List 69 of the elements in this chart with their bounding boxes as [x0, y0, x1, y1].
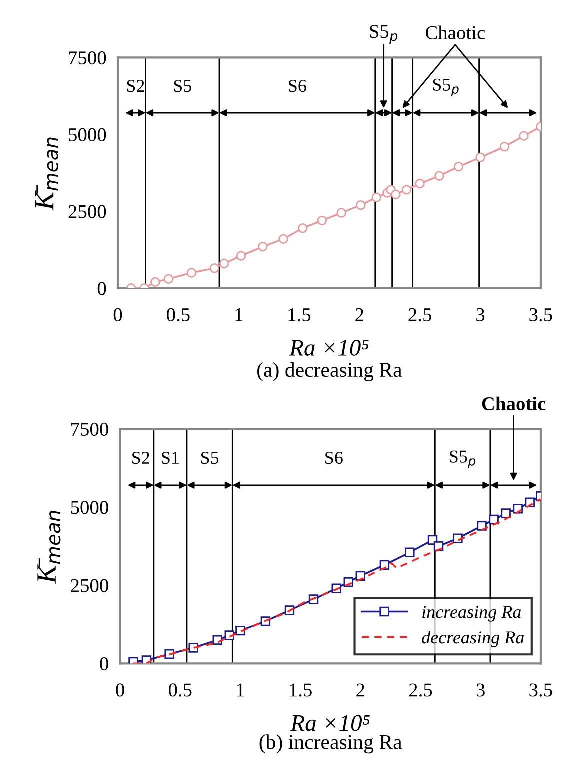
text: (b) increasing Ra — [260, 734, 402, 754]
text: (a) decreasing Ra — [257, 362, 402, 382]
annotation: S6 — [326, 452, 343, 464]
point — [476, 152, 486, 163]
y-tick-label: 7500 — [69, 51, 106, 65]
annotation: S2 — [127, 80, 144, 92]
point — [164, 274, 174, 284]
point — [236, 626, 246, 636]
x-tick-label: 1 — [236, 308, 243, 322]
point — [415, 178, 425, 189]
annotation: S5 — [174, 80, 192, 92]
point — [434, 171, 444, 181]
point — [236, 251, 246, 261]
point — [489, 514, 499, 525]
point — [372, 192, 382, 202]
y-tick-label: 2500 — [68, 205, 106, 218]
x-tick-label: 2.5 — [409, 684, 432, 697]
point — [405, 548, 415, 558]
point — [454, 162, 464, 172]
point — [258, 242, 268, 252]
point — [278, 234, 288, 244]
point — [519, 131, 529, 141]
point — [336, 208, 346, 218]
annotation: S2 — [132, 452, 150, 464]
x-tick-label: 0.5 — [168, 684, 192, 697]
x-tick-label: 3.5 — [530, 308, 552, 322]
point — [150, 277, 160, 288]
x-tick-label: 3 — [476, 308, 485, 322]
annotation: S6 — [289, 80, 306, 92]
y-axis-title: K̄$_{mean}$ — [35, 138, 58, 211]
x-tick-label: 2 — [356, 684, 364, 697]
x-tick-label: 3 — [476, 684, 485, 697]
x-tick-label: 2 — [356, 308, 364, 322]
y-tick-label: 0 — [100, 657, 108, 671]
y-axis-title: K̄$_{mean}$ — [38, 511, 61, 584]
point — [391, 190, 401, 200]
x-tick-label: 3.5 — [530, 684, 552, 697]
text: Chaotic — [482, 396, 546, 411]
legend-label: increasing Ra — [422, 606, 521, 622]
y-tick-label: 7500 — [72, 422, 108, 436]
point — [356, 200, 366, 210]
x-tick-label: 1 — [237, 684, 244, 697]
point — [500, 142, 510, 152]
x-tick-label: 1.5 — [290, 684, 312, 697]
x-tick-label: 0 — [114, 308, 122, 322]
legend-label: decreasing Ra — [422, 631, 524, 648]
x-axis-title: Ra ×10⁵ — [289, 340, 369, 356]
annotation: S5 — [201, 452, 219, 464]
y-tick-label: 5000 — [71, 501, 108, 514]
point — [298, 224, 308, 234]
y-tick-label: 2500 — [71, 579, 108, 592]
point — [210, 264, 220, 274]
text: S5$_{p}$ — [370, 25, 398, 44]
x-tick-label: 2.5 — [408, 308, 432, 322]
annotation: S1 — [162, 452, 179, 464]
y-tick-label: 5000 — [69, 128, 106, 142]
point — [219, 258, 230, 269]
y-tick-label: 0 — [98, 282, 106, 296]
x-tick-label: 0.5 — [167, 308, 190, 322]
x-axis-title: Ra ×10⁵ — [290, 715, 370, 732]
x-tick-label: 1.5 — [288, 308, 311, 322]
x-tick-label: 0 — [116, 684, 124, 697]
annotation: S5$_{p}$ — [450, 450, 476, 468]
text: Chaotic — [426, 26, 486, 40]
annotation: S5$_{p}$ — [433, 78, 459, 96]
point — [186, 268, 197, 278]
point — [402, 185, 412, 195]
point — [317, 216, 328, 226]
point — [501, 508, 511, 518]
